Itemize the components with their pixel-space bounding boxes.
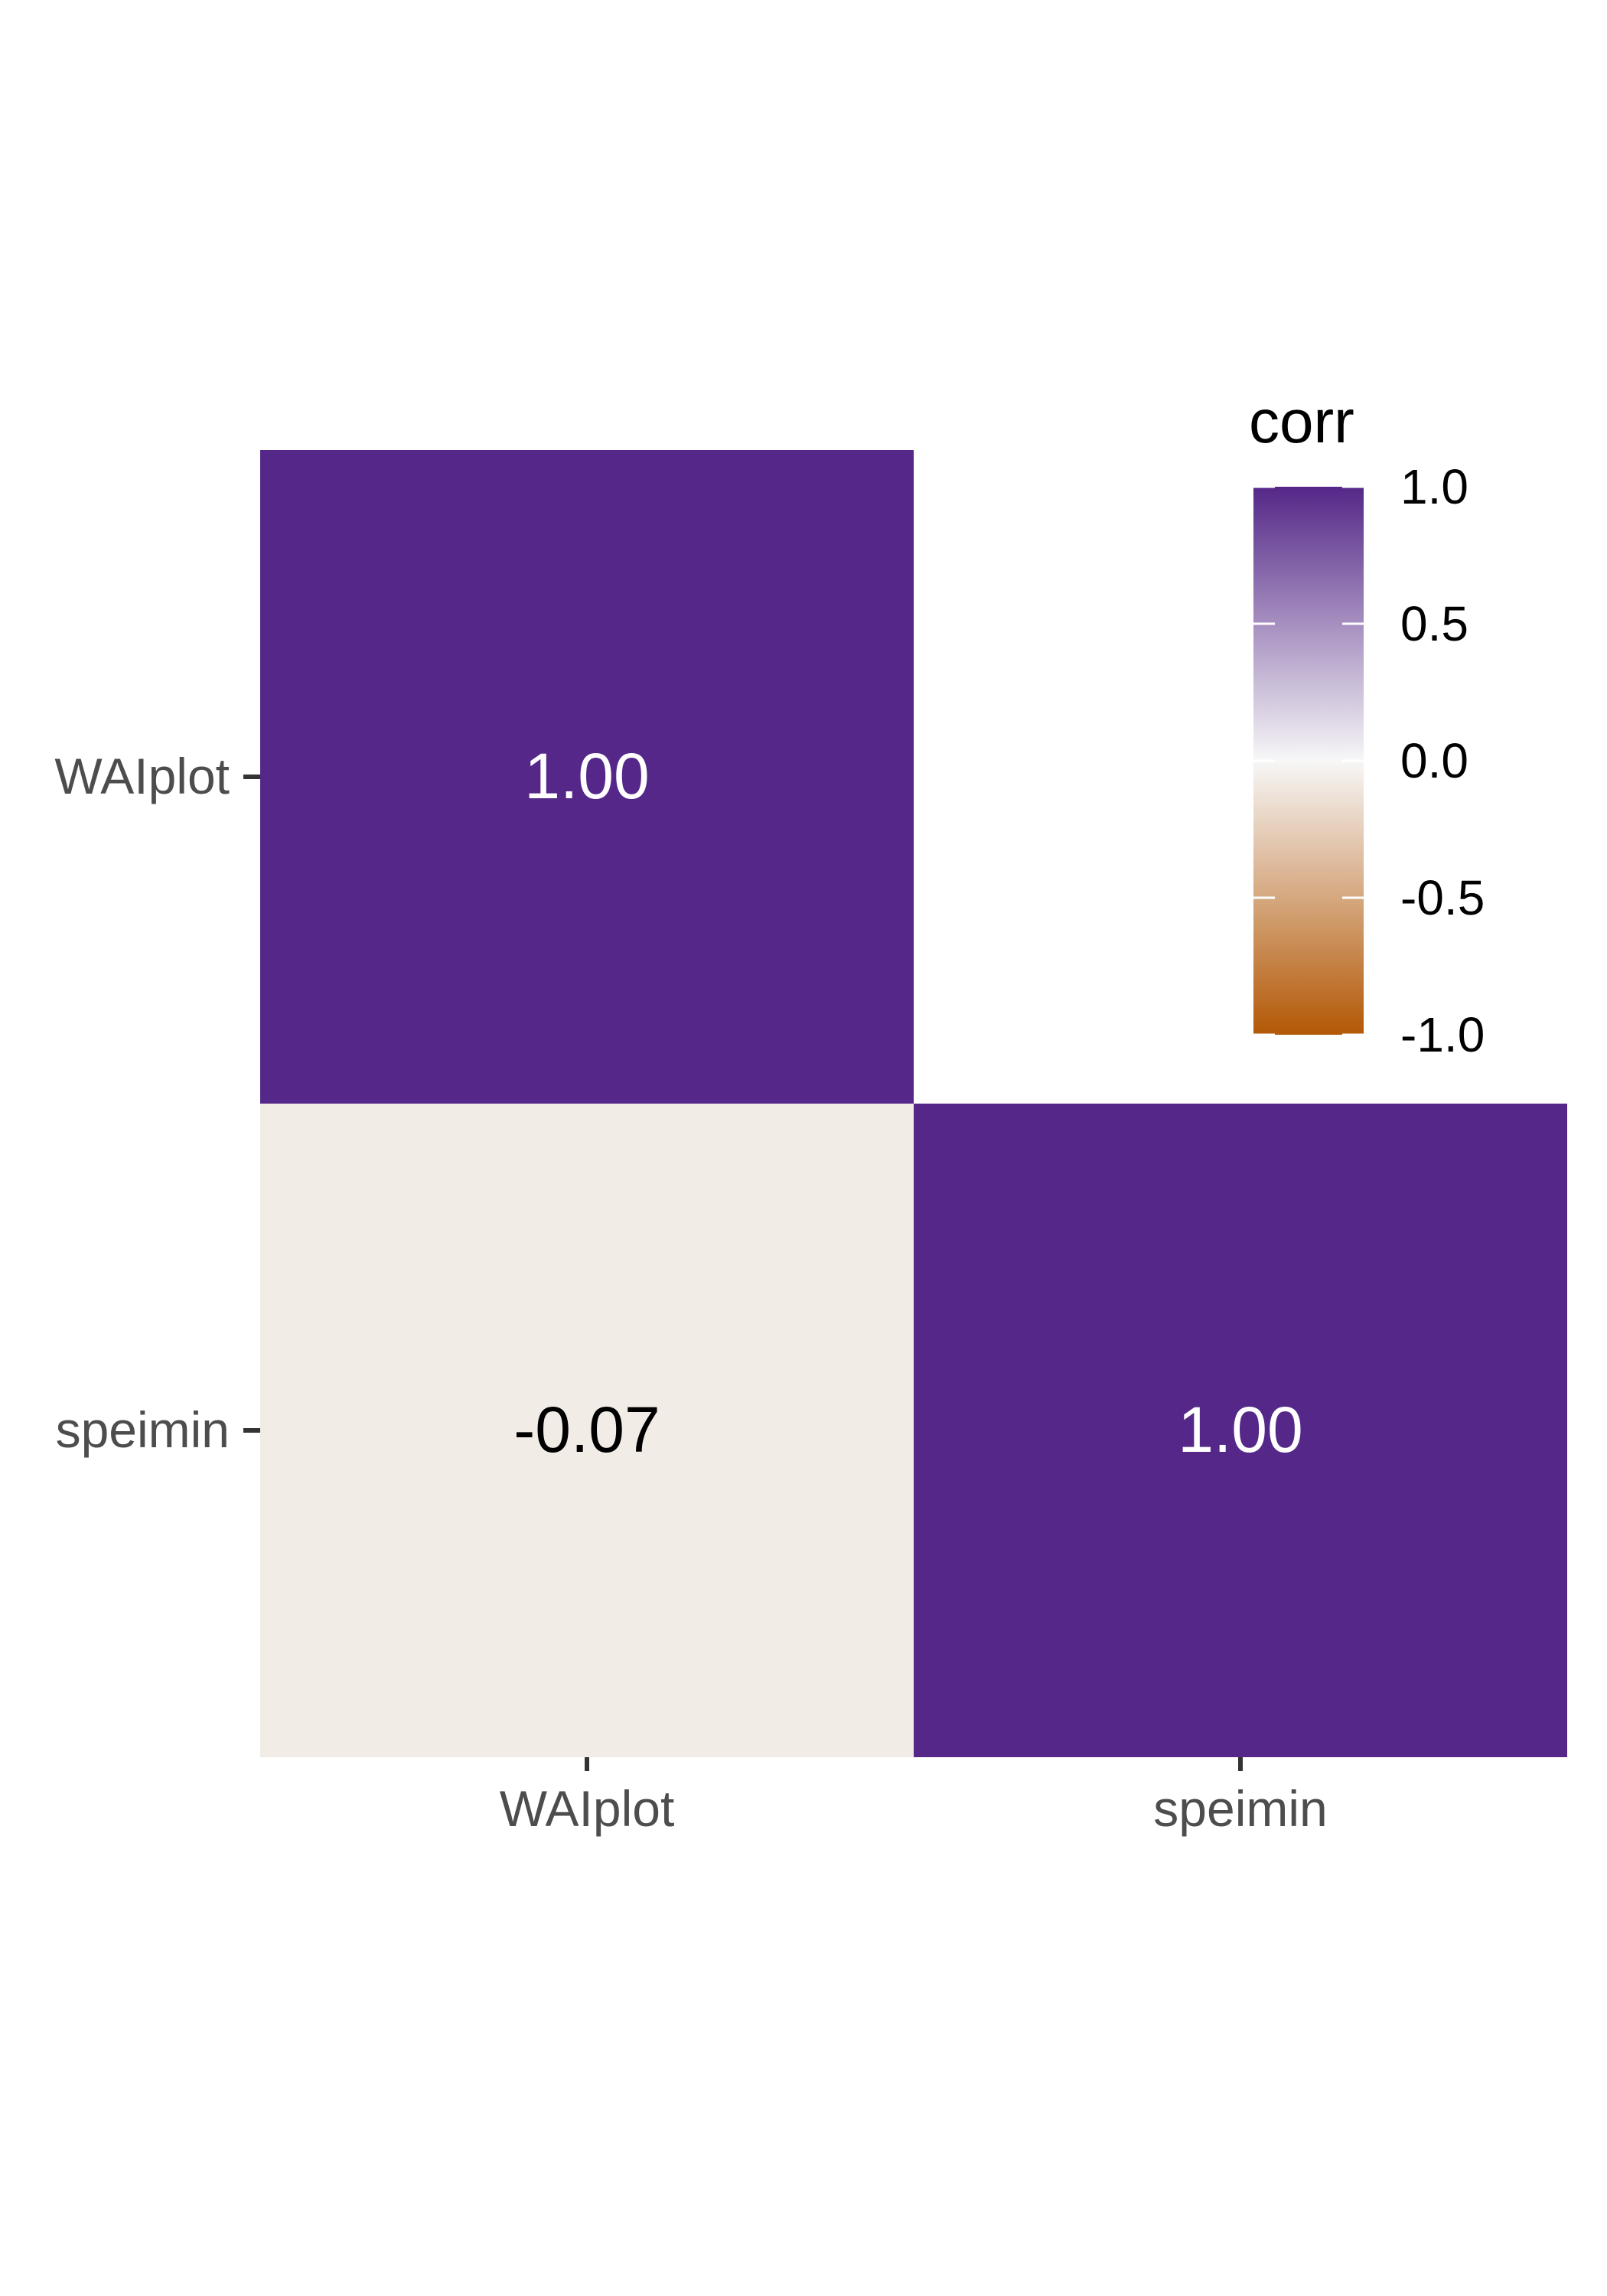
y-axis-tick-label: WAIplot [54,748,230,804]
heatmap-cell-WAIplot-speimin [260,1104,914,1757]
cell-value-label: 1.00 [524,740,650,812]
color-legend: corr 1.0 0.5 0.0 -0.5 -1.0 [1249,387,1485,1062]
legend-tick-label: -0.5 [1400,870,1485,925]
x-axis-tick-label: WAIplot [500,1780,675,1837]
x-axis: WAIplot speimin [500,1757,1328,1837]
y-axis-tick-label: speimin [56,1401,230,1458]
heatmap-cell-speimin-speimin [914,1104,1567,1757]
heatmap-cell-labels: 1.00 -0.07 1.00 [513,740,1302,1466]
legend-tick-label: 0.5 [1400,596,1468,651]
legend-tick-label: 1.0 [1400,459,1468,514]
x-axis-tick-label: speimin [1153,1780,1327,1837]
y-axis: WAIplot speimin [54,748,260,1458]
cell-value-label: -0.07 [513,1394,660,1466]
legend-tick-label: 0.0 [1400,733,1468,788]
heatmap-cells [260,450,1567,1757]
legend-title: corr [1249,387,1354,455]
heatmap-cell-WAIplot-WAIplot [260,450,914,1104]
legend-tick-label: -1.0 [1400,1007,1485,1062]
cell-value-label: 1.00 [1178,1394,1303,1466]
